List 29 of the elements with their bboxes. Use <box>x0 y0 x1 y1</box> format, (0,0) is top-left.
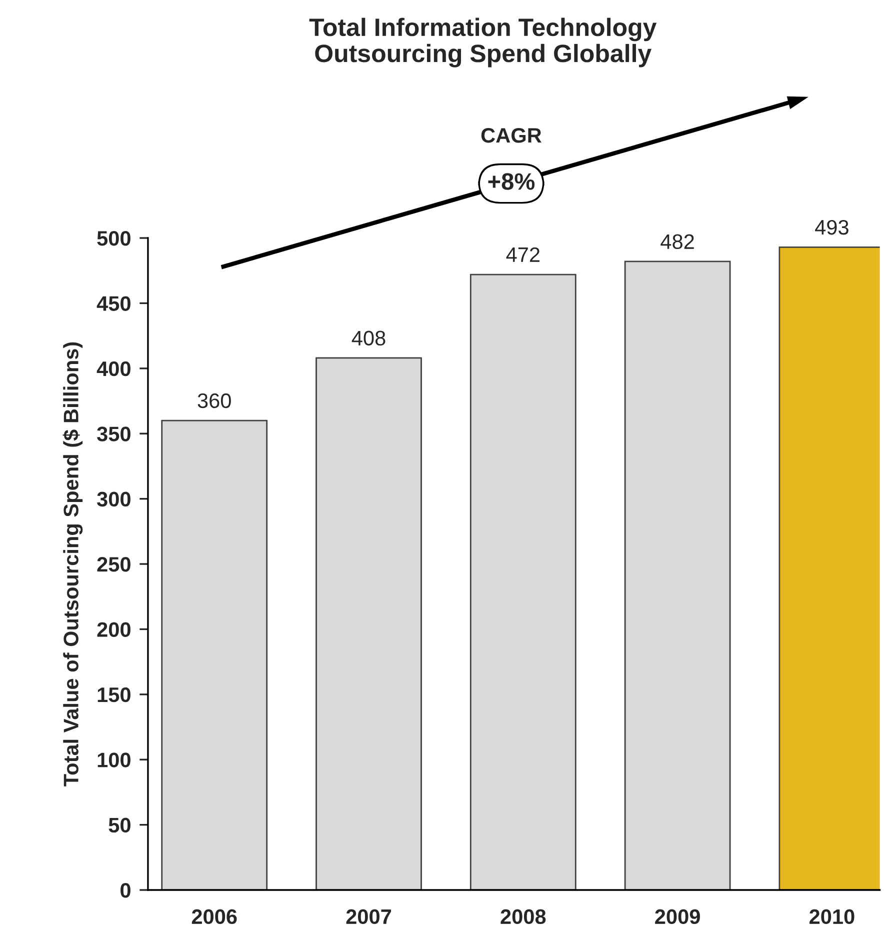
bar <box>316 357 422 890</box>
data-label: 360 <box>198 393 231 408</box>
x-tick-label: 2010 <box>809 909 854 924</box>
x-tick-label: 2006 <box>192 909 237 924</box>
bar <box>161 420 268 890</box>
y-tick-label: 100 <box>98 752 130 768</box>
bar <box>470 274 576 890</box>
x-tick-label: 2009 <box>655 909 700 924</box>
data-label: 482 <box>660 234 694 250</box>
x-tick-label: 2007 <box>346 909 392 924</box>
text: CAGR <box>481 128 542 143</box>
bar <box>624 260 731 890</box>
y-tick-label: 300 <box>97 492 130 507</box>
y-tick-label: 200 <box>97 622 130 637</box>
y-tick-label: 0 <box>120 883 130 898</box>
y-tick-label: 350 <box>97 426 130 442</box>
y-tick-label: 250 <box>97 557 130 572</box>
text: +8% <box>488 173 535 190</box>
y-axis-title: Total Value of Outsourcing Spend ($ Billions) <box>62 342 83 786</box>
y-tick-label: 150 <box>98 687 130 702</box>
data-label: 408 <box>352 330 386 346</box>
data-label: 472 <box>506 247 540 262</box>
y-tick-label: 50 <box>108 818 130 833</box>
y-tick-label: 450 <box>96 296 130 311</box>
y-tick-label: 500 <box>97 231 130 246</box>
data-label: 493 <box>815 220 848 235</box>
x-tick-label: 2008 <box>500 909 546 924</box>
chart-title: Total Information Technology Outsourcing Spend Globally <box>309 18 657 68</box>
y-tick-label: 400 <box>96 361 130 376</box>
